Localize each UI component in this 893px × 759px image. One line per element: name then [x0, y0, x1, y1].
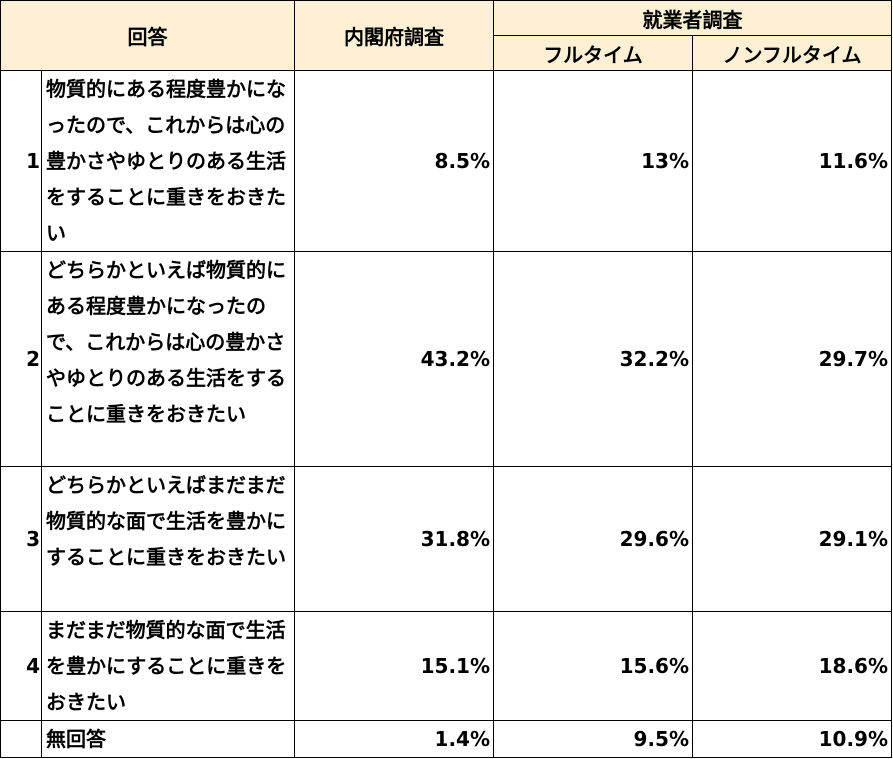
fulltime-cell: 9.5%	[493, 720, 693, 758]
nonfulltime-cell: 10.9%	[692, 720, 892, 758]
answer-cell: まだまだ物質的な面で生活を豊かにすることに重きをおきたい	[41, 611, 295, 721]
nonfulltime-cell: 29.1%	[692, 466, 892, 612]
table-body: 1 物質的にある程度豊かになったので、これからは心の豊かさやゆとりのある生活をする…	[0, 70, 892, 758]
table-row: 2 どちらかといえば物質的にある程度豊かになったので、これからは心の豊かさやゆとり…	[0, 251, 892, 467]
nonfulltime-cell: 18.6%	[692, 611, 892, 721]
answer-cell: どちらかといえばまだまだ物質的な面で生活を豊かにすることに重きをおきたい	[41, 466, 295, 612]
table-row: 無回答 1.4% 9.5% 10.9%	[0, 720, 892, 758]
answer-cell: 無回答	[41, 720, 295, 758]
fulltime-cell: 15.6%	[493, 611, 693, 721]
no-cell: 3	[0, 466, 42, 612]
nonfulltime-cell: 29.7%	[692, 251, 892, 467]
header-cell: 回答	[0, 0, 295, 71]
nonfulltime-cell: 11.6%	[692, 70, 892, 252]
table-row: 1 物質的にある程度豊かになったので、これからは心の豊かさやゆとりのある生活をする…	[0, 70, 892, 252]
header-cell: ノンフルタイム	[692, 35, 892, 71]
header-cell: 内閣府調査	[294, 0, 494, 71]
answer-cell: 物質的にある程度豊かになったので、これからは心の豊かさやゆとりのある生活をするこ…	[41, 70, 295, 252]
cabinet-cell: 1.4%	[294, 720, 494, 758]
cabinet-cell: 15.1%	[294, 611, 494, 721]
answer-cell: どちらかといえば物質的にある程度豊かになったので、これからは心の豊かさやゆとりの…	[41, 251, 295, 467]
header-cell: フルタイム	[493, 35, 693, 71]
no-cell: 4	[0, 611, 42, 721]
no-cell	[0, 720, 42, 758]
no-cell: 2	[0, 251, 42, 467]
fulltime-cell: 29.6%	[493, 466, 693, 612]
cabinet-cell: 31.8%	[294, 466, 494, 612]
table-row: 3 どちらかといえばまだまだ物質的な面で生活を豊かにすることに重きをおきたい 31.…	[0, 466, 892, 612]
no-cell: 1	[0, 70, 42, 252]
cabinet-cell: 43.2%	[294, 251, 494, 467]
table-row: 4 まだまだ物質的な面で生活を豊かにすることに重きをおきたい 15.1% 15.6% 1…	[0, 611, 892, 721]
fulltime-cell: 13%	[493, 70, 693, 252]
fulltime-cell: 32.2%	[493, 251, 693, 467]
header-cell: 就業者調査	[493, 0, 892, 36]
cabinet-cell: 8.5%	[294, 70, 494, 252]
